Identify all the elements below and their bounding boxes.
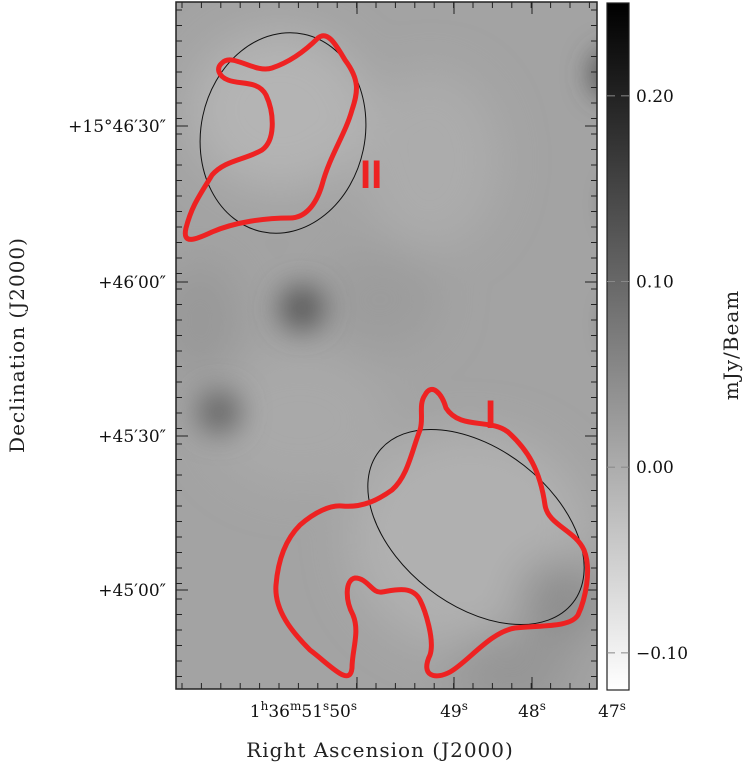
- x-tick-labels: 1h36m51s50s 49s 48s 47s: [250, 699, 626, 722]
- x-tick-label: 1h36m51s50s: [250, 699, 357, 722]
- colorbar: [606, 2, 630, 691]
- image-plane: [176, 2, 597, 689]
- x-tick-label: 49s: [440, 699, 468, 722]
- contour-region-I: [273, 387, 591, 679]
- x-tick-label: 48s: [518, 699, 546, 722]
- y-axis-title: Declination (J2000): [5, 237, 29, 453]
- minor-ticks: [176, 2, 597, 689]
- colorbar-label: mJy/Beam: [719, 290, 743, 400]
- plot-frame: [175, 1, 598, 690]
- x-tick-label: 47s: [598, 699, 626, 722]
- y-tick-labels: +15°46′30″ +46′00″ +45′30″ +45′00″: [68, 117, 166, 601]
- colorbar-tick-label: 0.00: [636, 458, 674, 478]
- point-source: [278, 284, 325, 332]
- y-tick-label: +45′00″: [98, 581, 166, 601]
- beam-ellipse-II: [199, 32, 367, 234]
- contour-region-II: [182, 33, 359, 242]
- point-source: [196, 389, 242, 435]
- diffuse-emission: [176, 30, 597, 689]
- point-source: [590, 57, 597, 91]
- y-tick-label: +15°46′30″: [68, 117, 166, 137]
- region-label-I: I: [485, 393, 496, 437]
- colorbar-tick-label: 0.10: [636, 273, 674, 293]
- beam-ellipse-I: [367, 428, 585, 626]
- y-tick-label: +45′30″: [98, 427, 166, 447]
- y-tick-label: +46′00″: [98, 273, 166, 293]
- colorbar-tick-label: 0.20: [636, 87, 674, 107]
- x-axis-title: Right Ascension (J2000): [246, 738, 514, 762]
- region-label-II: II: [360, 153, 382, 197]
- colorbar-ticks: 0.20 0.10 0.00 −0.10: [607, 87, 688, 664]
- colorbar-tick-label: −0.10: [636, 644, 688, 664]
- point-sources: [196, 57, 597, 435]
